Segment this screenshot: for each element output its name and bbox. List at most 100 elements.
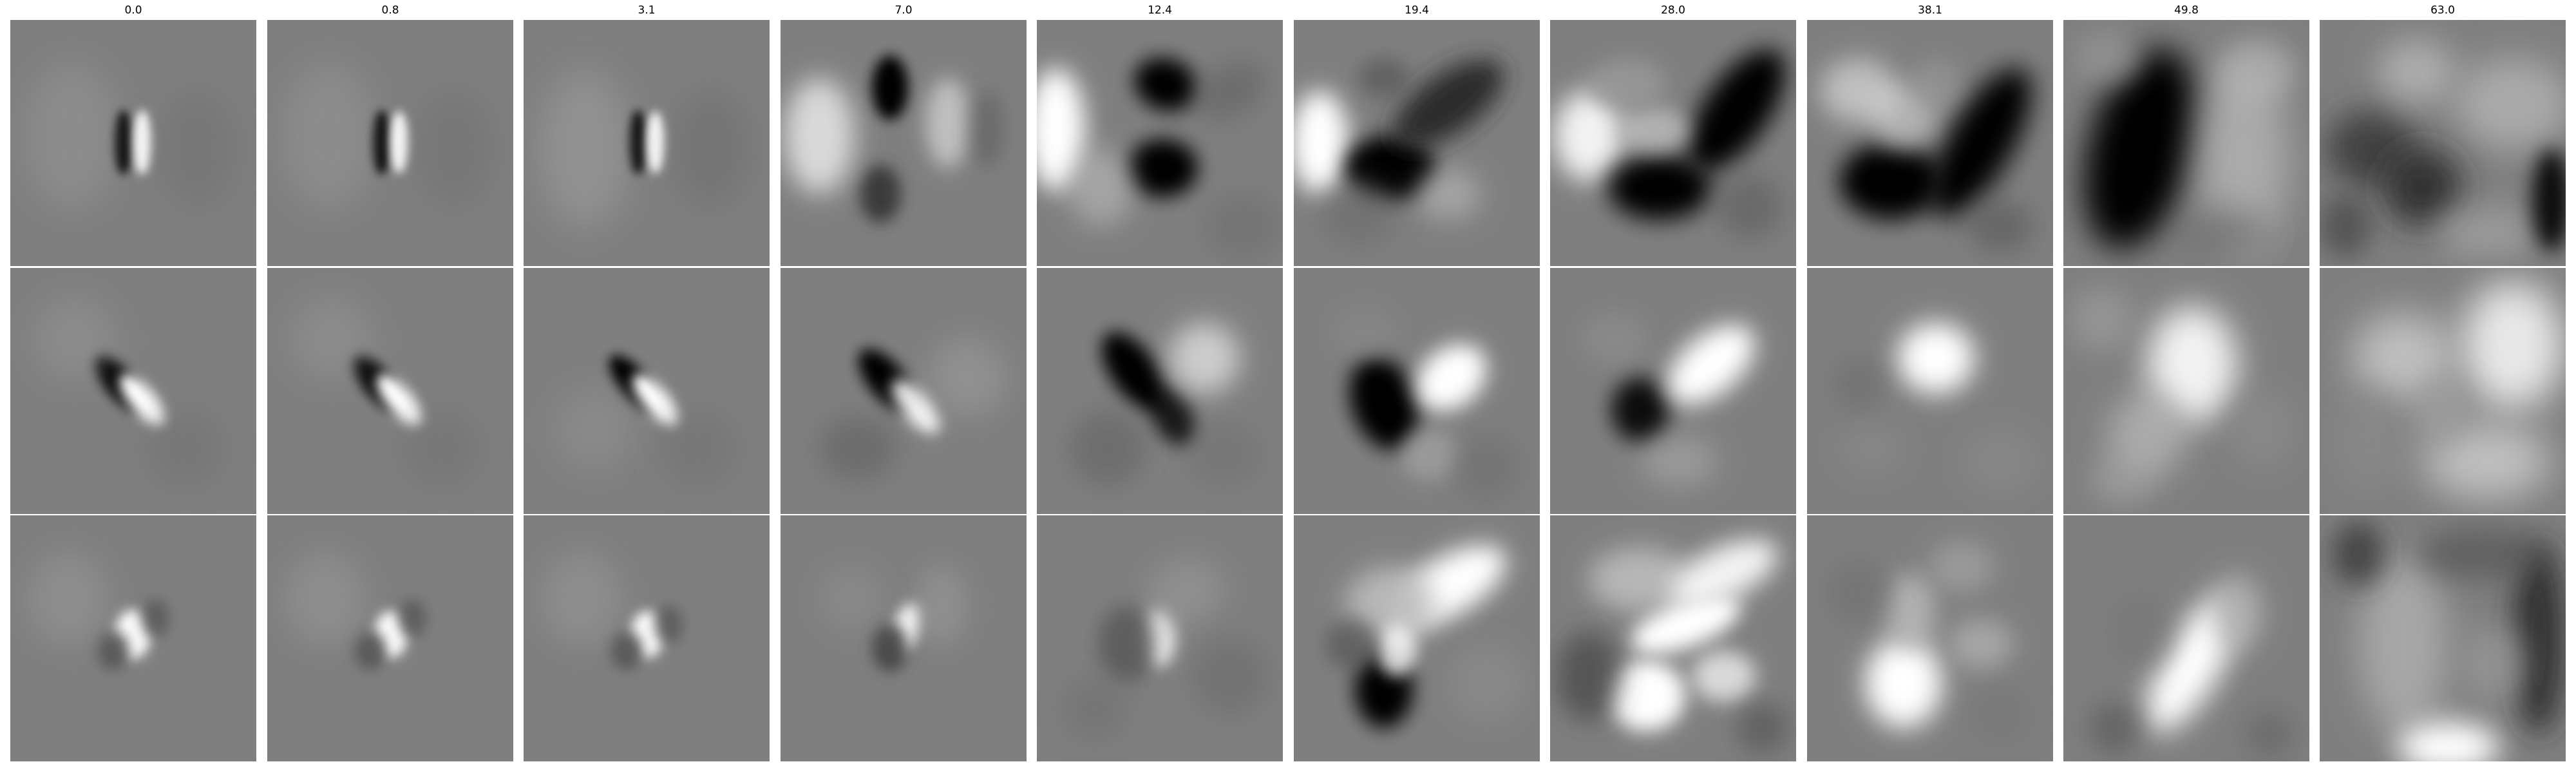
filter-image-svg [10,268,256,514]
filter-image-r2-c4 [781,268,1027,514]
filter-image-r3-c2 [267,515,513,761]
filter-image-r1-c4 [781,20,1027,266]
intensity-blob [1204,194,1282,258]
intensity-blob [872,55,908,120]
intensity-blob [1349,356,1419,450]
intensity-blob [133,110,151,175]
intensity-blob [2231,390,2295,468]
intensity-blob [2333,390,2410,493]
intensity-blob [971,91,1003,168]
intensity-blob [1688,49,1786,171]
intensity-blob [929,339,1006,416]
intensity-blob [1194,61,1266,120]
intensity-blob [146,410,223,487]
intensity-blob [1098,606,1156,683]
filter-image-svg [267,20,513,266]
intensity-blob [611,631,643,670]
filter-image-svg [267,515,513,761]
intensity-blob [26,65,117,207]
filter-image-r1-c10 [2320,20,2566,266]
intensity-blob [158,91,236,207]
intensity-blob [2076,33,2141,84]
filter-image-r3-c6 [1294,515,1540,761]
intensity-blob [2532,149,2566,252]
intensity-blob [1968,683,2032,747]
intensity-blob [1949,618,2013,670]
intensity-blob [1557,631,1621,721]
intensity-blob [2461,625,2526,702]
intensity-blob [1589,59,1666,110]
filter-image-r2-c1 [10,268,256,514]
filter-image-r3-c4 [781,515,1027,761]
intensity-blob [1553,91,1624,181]
intensity-blob [114,110,132,175]
intensity-blob [1063,676,1127,741]
intensity-blob [1618,107,1689,152]
filter-image-svg [781,20,1027,266]
filter-image-r2-c9 [2063,268,2309,514]
intensity-blob [1692,651,1756,702]
intensity-blob [2358,554,2448,734]
intensity-blob [1826,560,1891,625]
intensity-blob [1127,139,1198,197]
intensity-blob [1448,644,1526,721]
intensity-blob [925,78,971,168]
column-title: 38.1 [1918,4,1942,17]
filter-image-r1-c1 [10,20,256,266]
intensity-blob [2461,281,2564,410]
intensity-blob [1589,548,1692,612]
filter-image-svg [1550,20,1796,266]
intensity-blob [1670,539,1778,607]
filter-image-r2-c7 [1550,268,1796,514]
intensity-blob [2084,48,2197,249]
intensity-blob [1929,541,1994,593]
intensity-blob [1608,155,1711,220]
intensity-blob [543,554,620,644]
intensity-blob [119,374,166,426]
column-title: 63.0 [2430,4,2455,17]
intensity-blob [2416,371,2468,448]
intensity-blob [819,567,884,631]
filter-image-r3-c5 [1037,515,1283,761]
intensity-blob [1069,410,1146,487]
intensity-blob [647,111,665,173]
filter-image-r2-c5 [1037,268,1283,514]
intensity-blob [784,78,855,194]
filter-image-r1-c9 [2063,20,2309,266]
filter-image-r2-c10 [2320,268,2566,514]
filter-image-svg [1037,515,1283,761]
intensity-blob [2089,702,2141,754]
column-title: 3.1 [638,4,656,17]
filter-image-svg [1807,268,2053,514]
intensity-blob [2211,573,2263,651]
intensity-blob [540,72,630,226]
intensity-blob [1737,702,1788,754]
intensity-blob [1416,344,1487,411]
intensity-blob [1582,313,1647,365]
intensity-blob [1839,142,1942,220]
intensity-blob [402,410,480,487]
filter-image-svg [524,515,770,761]
intensity-blob [891,379,940,434]
intensity-blob [1611,377,1669,442]
filter-image-svg [1294,268,1540,514]
intensity-blob [2320,194,2371,258]
intensity-blob [2244,709,2295,760]
intensity-blob [1069,149,1133,226]
filter-image-r3-c7 [1550,515,1796,761]
intensity-blob [2147,307,2237,423]
intensity-blob [1148,386,1196,446]
filter-image-r3-c3 [524,515,770,761]
intensity-blob [1185,423,1262,487]
intensity-blob [1455,435,1519,500]
filter-image-svg [781,268,1027,514]
intensity-blob [141,599,169,638]
column-title: 28.0 [1661,4,1685,17]
column-title: 0.8 [381,4,399,17]
intensity-blob [1630,595,1741,654]
filter-image-r2-c2 [267,268,513,514]
intensity-blob [860,165,901,223]
intensity-blob [1101,332,1166,410]
intensity-blob [872,623,908,672]
